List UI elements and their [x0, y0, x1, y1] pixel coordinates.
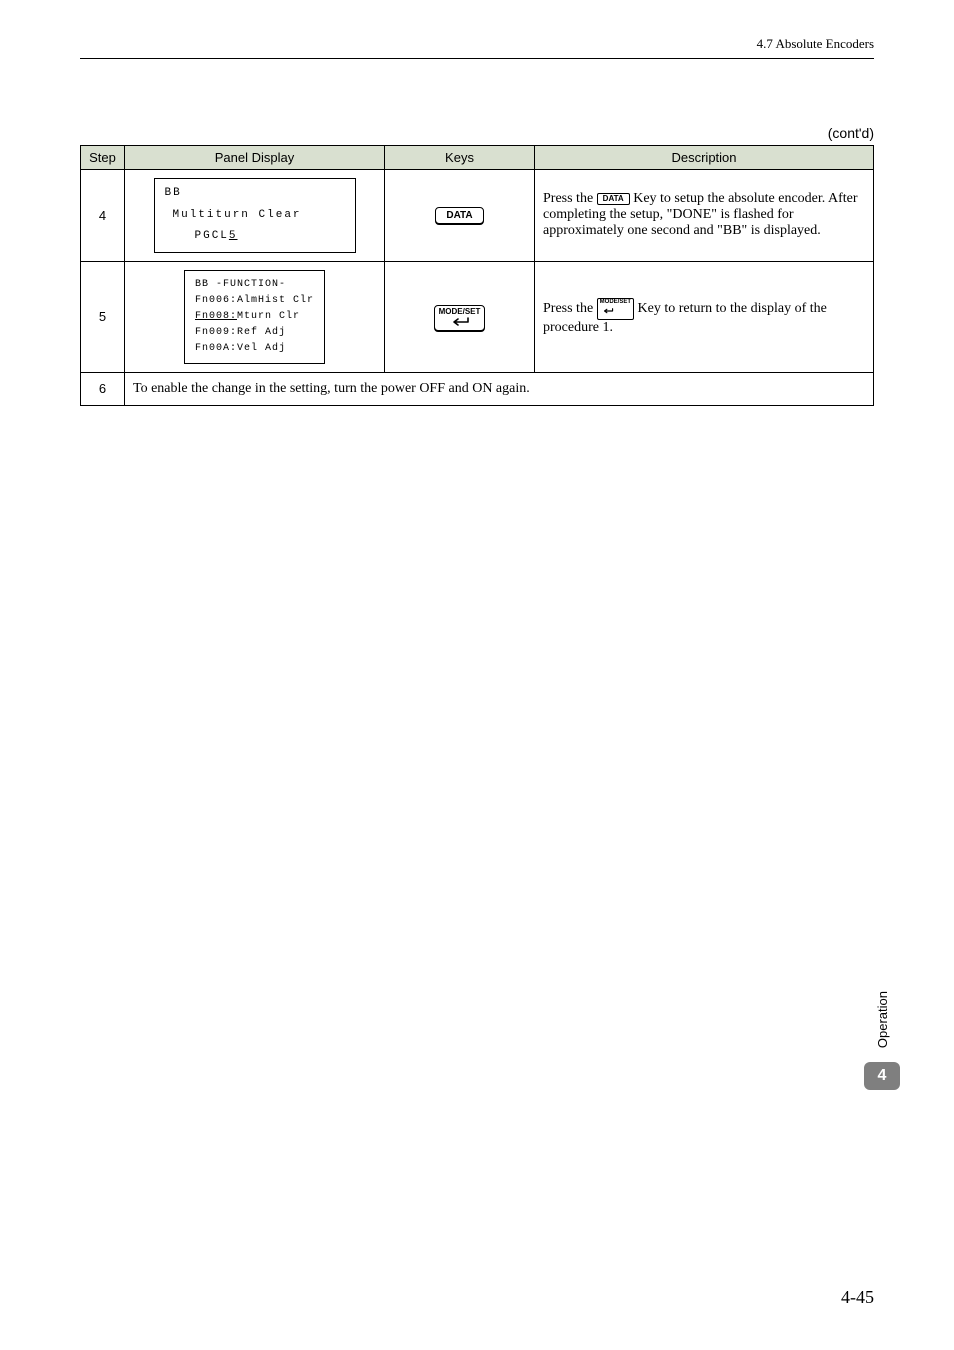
- step-cell: 4: [81, 170, 125, 262]
- panel-display: BB -FUNCTION- Fn006:AlmHist Clr Fn008:Mt…: [184, 270, 325, 364]
- table-row: 6 To enable the change in the setting, t…: [81, 372, 874, 405]
- panel-line: Fn00A:Vel Adj: [195, 341, 314, 357]
- panel-line: BB: [165, 185, 345, 203]
- modeset-key-inline: MODE/SET: [597, 298, 634, 320]
- header-section: 4.7 Absolute Encoders: [0, 0, 954, 52]
- panel-line: Multiturn Clear: [165, 207, 345, 225]
- desc-text: Press the: [543, 191, 597, 206]
- page-number: 4-45: [841, 1287, 874, 1308]
- panel-display: BB Multiturn Clear PGCL5: [154, 178, 356, 253]
- col-panel: Panel Display: [125, 146, 385, 170]
- desc-cell: Press the DATA Key to setup the absolute…: [535, 170, 874, 262]
- desc-cell-full: To enable the change in the setting, tur…: [125, 372, 874, 405]
- panel-line: Fn009:Ref Adj: [195, 325, 314, 341]
- modeset-key-button[interactable]: MODE/SET: [434, 305, 486, 331]
- keys-cell: DATA: [385, 170, 535, 262]
- panel-line: Fn006:AlmHist Clr: [195, 293, 314, 309]
- panel-cell: BB -FUNCTION- Fn006:AlmHist Clr Fn008:Mt…: [125, 261, 385, 372]
- procedure-table: Step Panel Display Keys Description 4 BB…: [80, 145, 874, 406]
- table-row: 4 BB Multiturn Clear PGCL5 DATA: [81, 170, 874, 262]
- panel-line: BB -FUNCTION-: [195, 277, 314, 293]
- table-row: 5 BB -FUNCTION- Fn006:AlmHist Clr Fn008:…: [81, 261, 874, 372]
- col-step: Step: [81, 146, 125, 170]
- table-header-row: Step Panel Display Keys Description: [81, 146, 874, 170]
- keys-cell: MODE/SET: [385, 261, 535, 372]
- data-key-inline: DATA: [597, 193, 630, 205]
- side-tab: Operation 4: [864, 991, 900, 1090]
- header-rule: [80, 58, 874, 59]
- desc-text: Press the: [543, 301, 597, 316]
- modeset-key-label: MODE/SET: [439, 308, 481, 316]
- chapter-badge: 4: [864, 1062, 900, 1090]
- side-label: Operation: [875, 991, 890, 1048]
- step-cell: 5: [81, 261, 125, 372]
- return-arrow-icon: [446, 316, 474, 328]
- panel-line: PGCL5: [165, 228, 345, 246]
- desc-cell: Press the MODE/SET Key to return to the …: [535, 261, 874, 372]
- panel-cell: BB Multiturn Clear PGCL5: [125, 170, 385, 262]
- col-keys: Keys: [385, 146, 535, 170]
- step-cell: 6: [81, 372, 125, 405]
- data-key-button[interactable]: DATA: [435, 207, 483, 224]
- panel-line: Fn008:Mturn Clr: [195, 309, 314, 325]
- page: 4.7 Absolute Encoders (cont'd) Step Pane…: [0, 0, 954, 1350]
- contd-label: (cont'd): [0, 125, 874, 141]
- col-desc: Description: [535, 146, 874, 170]
